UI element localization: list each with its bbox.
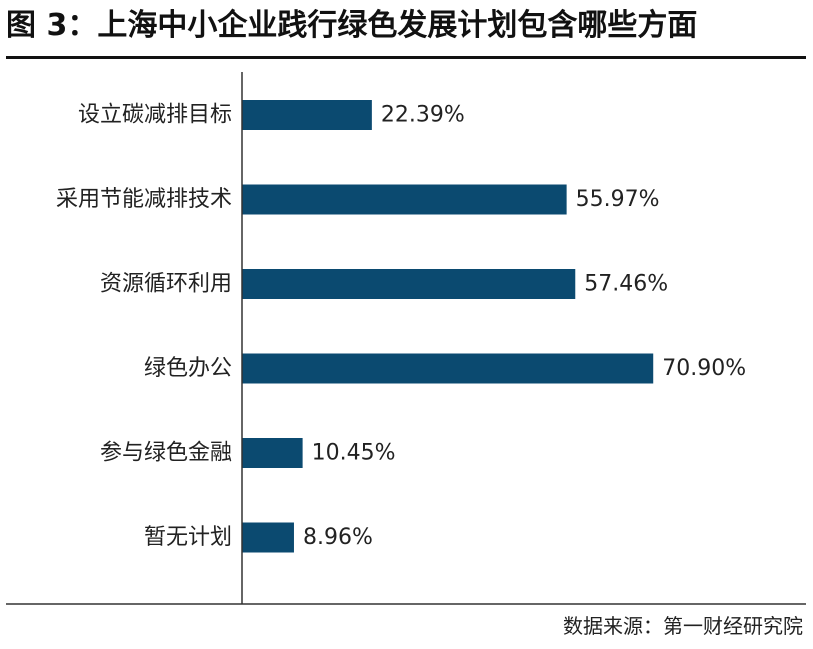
value-label: 55.97% xyxy=(576,187,660,212)
category-label: 资源循环利用 xyxy=(100,272,232,297)
value-label: 57.46% xyxy=(584,272,668,297)
source-note: 数据来源：第一财经研究院 xyxy=(563,614,803,638)
value-label: 70.90% xyxy=(662,356,746,381)
bars-layer: 设立碳减排目标 22.39% 采用节能减排技术 55.97% 资源循环利用 57.46% 绿… xyxy=(56,100,746,553)
bar xyxy=(242,100,372,130)
bar xyxy=(242,438,303,468)
bar xyxy=(242,269,576,299)
category-label: 设立碳减排目标 xyxy=(78,103,232,128)
category-label: 暂无计划 xyxy=(144,525,232,550)
bar xyxy=(242,353,654,384)
bar xyxy=(242,184,567,215)
category-label: 采用节能减排技术 xyxy=(56,187,232,212)
title-divider xyxy=(6,56,806,59)
chart-title: 图 3：上海中小企业践行绿色发展计划包含哪些方面 xyxy=(6,8,698,43)
value-label: 22.39% xyxy=(381,103,465,128)
bar xyxy=(242,522,294,553)
category-label: 绿色办公 xyxy=(144,356,232,381)
value-label: 10.45% xyxy=(312,441,396,466)
category-label: 参与绿色金融 xyxy=(100,441,232,466)
value-label: 8.96% xyxy=(303,525,373,550)
